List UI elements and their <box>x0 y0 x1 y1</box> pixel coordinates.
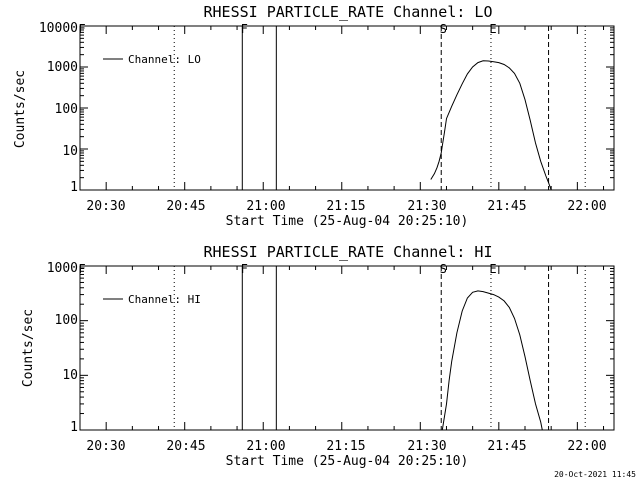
legend-label: Channel: LO <box>128 53 201 66</box>
x-tick-labels: 20:30 20:45 21:00 21:15 21:30 21:45 22:0… <box>86 199 606 214</box>
x-tick-label: 21:45 <box>487 439 526 454</box>
y-tick-label: 1 <box>70 420 78 435</box>
event-marker-label: E <box>489 22 496 36</box>
y-tick-label: 10000 <box>39 21 78 36</box>
legend-label: Channel: HI <box>128 293 201 306</box>
y-axis-label: Counts/sec <box>13 70 28 148</box>
x-tick-label: 21:15 <box>326 199 365 214</box>
legend: Channel: LO <box>103 53 201 66</box>
plot-frame <box>79 265 615 431</box>
series-line <box>430 60 552 191</box>
x-tick-label: 20:45 <box>166 439 205 454</box>
y-tick-labels: 1 10 100 1000 10000 <box>39 21 78 195</box>
x-tick-label: 22:00 <box>567 199 606 214</box>
x-tick-label: 21:15 <box>326 439 365 454</box>
plot-frame <box>79 25 615 191</box>
y-tick-label: 1000 <box>47 261 78 276</box>
legend: Channel: HI <box>103 293 201 306</box>
y-axis-label: Counts/sec <box>21 309 36 387</box>
x-tick-label: 21:30 <box>407 439 446 454</box>
event-marker-label: F <box>241 22 248 36</box>
x-tick-label: 21:45 <box>487 199 526 214</box>
x-tick-label: 21:30 <box>407 199 446 214</box>
x-tick-label: 20:30 <box>86 199 125 214</box>
y-tick-label: 1 <box>70 180 78 195</box>
event-marker-label: S <box>440 262 447 276</box>
event-marker-label: E <box>489 262 496 276</box>
y-tick-label: 100 <box>55 102 78 117</box>
event-marker-label: F <box>78 22 85 36</box>
chart-panel-hi: RHESSI PARTICLE_RATE Channel: HI Counts/… <box>21 243 615 469</box>
x-tick-label: 21:00 <box>246 199 285 214</box>
x-tick-label: 20:45 <box>166 199 205 214</box>
x-tick-label: 20:30 <box>86 439 125 454</box>
x-axis-label: Start Time (25-Aug-04 20:25:10) <box>226 214 469 229</box>
chart-title: RHESSI PARTICLE_RATE Channel: LO <box>204 3 493 21</box>
event-marker-label: S <box>440 22 447 36</box>
y-tick-label: 100 <box>55 313 78 328</box>
y-tick-label: 1000 <box>47 60 78 75</box>
series-line <box>441 290 543 431</box>
y-tick-label: 10 <box>62 368 78 383</box>
footer-timestamp: 20-Oct-2021 11:45 <box>554 470 636 479</box>
x-tick-label: 21:00 <box>246 439 285 454</box>
x-axis-label: Start Time (25-Aug-04 20:25:10) <box>226 454 469 469</box>
event-marker-label: F <box>241 262 248 276</box>
y-tick-label: 10 <box>62 144 78 159</box>
chart-title: RHESSI PARTICLE_RATE Channel: HI <box>204 243 493 261</box>
x-tick-labels: 20:30 20:45 21:00 21:15 21:30 21:45 22:0… <box>86 439 606 454</box>
y-tick-labels: 1 10 100 1000 <box>47 261 78 435</box>
event-marker-label: F <box>78 262 85 276</box>
x-tick-label: 22:00 <box>567 439 606 454</box>
chart-panel-lo: RHESSI PARTICLE_RATE Channel: LO Counts/… <box>13 3 615 229</box>
